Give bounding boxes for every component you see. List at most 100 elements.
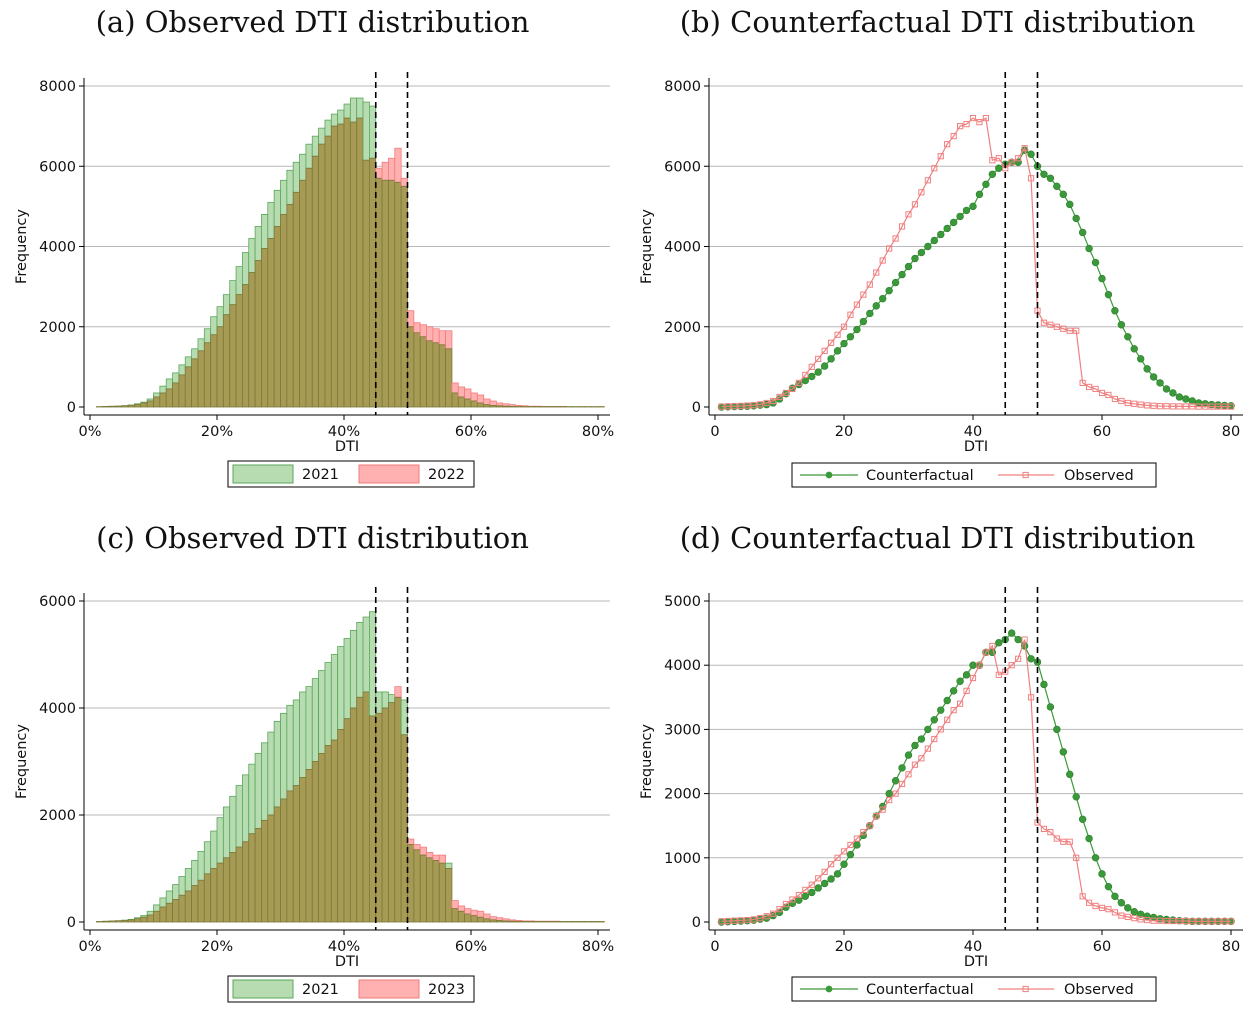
point-observed bbox=[744, 402, 751, 409]
bar-2023-excess bbox=[394, 686, 402, 698]
point-observed bbox=[1027, 694, 1035, 701]
point-observed bbox=[795, 891, 802, 899]
bar-overlap bbox=[286, 790, 294, 923]
bar-2023-excess bbox=[451, 900, 459, 910]
point-observed bbox=[1086, 899, 1093, 906]
point-observed bbox=[828, 339, 835, 346]
bar-2022-excess bbox=[476, 394, 485, 404]
bar-overlap bbox=[184, 366, 192, 408]
point-counterfactual bbox=[962, 206, 971, 215]
point-observed bbox=[1169, 917, 1177, 925]
point-observed bbox=[1189, 918, 1196, 925]
bar-overlap bbox=[127, 919, 135, 923]
bar-overlap bbox=[235, 294, 243, 408]
point-observed bbox=[1202, 918, 1209, 925]
bar-overlap bbox=[330, 739, 339, 923]
series-line-observed bbox=[721, 117, 1231, 408]
point-counterfactual bbox=[1091, 258, 1100, 267]
bar-2021-excess bbox=[356, 622, 364, 698]
bar-overlap bbox=[146, 400, 154, 408]
legend-marker-observed bbox=[1022, 985, 1029, 993]
legend-swatch-2021 bbox=[232, 979, 294, 999]
point-counterfactual bbox=[956, 212, 964, 221]
point-counterfactual bbox=[1091, 854, 1100, 862]
point-counterfactual bbox=[1111, 892, 1119, 901]
bar-2021-excess bbox=[254, 753, 262, 829]
bar-overlap bbox=[470, 915, 478, 923]
bar-overlap bbox=[502, 405, 510, 408]
bar-overlap bbox=[495, 919, 504, 923]
bar-2022-excess bbox=[470, 392, 478, 402]
point-observed bbox=[1156, 403, 1164, 410]
point-counterfactual bbox=[827, 355, 835, 363]
bar-2022-excess bbox=[426, 326, 434, 342]
legend-marker-observed bbox=[1022, 471, 1029, 479]
point-observed bbox=[1098, 904, 1106, 911]
bar-2021-excess bbox=[165, 378, 173, 390]
bar-2021-excess bbox=[216, 817, 224, 864]
legend-label-2023: 2023 bbox=[428, 982, 465, 998]
bar-overlap bbox=[388, 179, 396, 408]
point-observed bbox=[1208, 403, 1215, 410]
point-observed bbox=[905, 771, 912, 778]
point-observed bbox=[1086, 383, 1093, 391]
point-observed bbox=[840, 848, 848, 855]
legend-swatch-2023 bbox=[358, 979, 420, 999]
point-counterfactual bbox=[1040, 680, 1048, 689]
point-observed bbox=[976, 662, 983, 669]
bar-2021-excess bbox=[273, 189, 281, 227]
point-counterfactual bbox=[969, 661, 977, 669]
bar-overlap bbox=[292, 191, 300, 408]
bar-2021-excess bbox=[159, 897, 167, 908]
bar-overlap bbox=[216, 862, 224, 923]
point-counterfactual bbox=[827, 875, 835, 883]
bar-2021-excess bbox=[381, 691, 389, 709]
bar-overlap bbox=[527, 921, 535, 923]
point-observed bbox=[1144, 402, 1151, 409]
y-tick-label: 4000 bbox=[664, 658, 701, 674]
x-tick-label: 80% bbox=[582, 424, 614, 440]
bar-overlap bbox=[534, 921, 542, 923]
bar-overlap bbox=[349, 707, 358, 923]
point-observed bbox=[1098, 389, 1106, 397]
bar-overlap bbox=[222, 314, 231, 408]
bar-overlap bbox=[457, 396, 466, 408]
point-observed bbox=[815, 875, 822, 882]
bar-2021-excess bbox=[248, 763, 256, 835]
point-observed bbox=[1208, 918, 1215, 925]
point-counterfactual bbox=[1111, 307, 1119, 315]
point-counterfactual bbox=[1143, 365, 1151, 373]
bar-overlap bbox=[362, 691, 370, 923]
bar-overlap bbox=[368, 715, 377, 923]
panel-c-title: (c) Observed DTI distribution bbox=[96, 521, 529, 555]
bar-overlap bbox=[299, 777, 307, 923]
bar-2021-excess bbox=[191, 860, 199, 887]
point-observed bbox=[737, 402, 744, 410]
x-tick-label: 60% bbox=[455, 424, 487, 440]
point-counterfactual bbox=[911, 254, 919, 263]
bar-2022-excess bbox=[445, 330, 453, 350]
bar-2021-excess bbox=[343, 103, 351, 119]
point-observed bbox=[769, 910, 777, 917]
y-tick-label: 3000 bbox=[664, 722, 701, 738]
x-tick-label: 20% bbox=[201, 939, 233, 955]
point-counterfactual bbox=[924, 725, 932, 734]
point-observed bbox=[982, 649, 989, 656]
point-counterfactual bbox=[885, 286, 893, 295]
bar-overlap bbox=[426, 857, 434, 923]
point-observed bbox=[1021, 145, 1028, 152]
bar-overlap bbox=[102, 405, 110, 408]
bar-2021-excess bbox=[241, 252, 250, 286]
bar-overlap bbox=[515, 921, 523, 923]
point-counterfactual bbox=[1130, 908, 1138, 916]
y-tick-label: 6000 bbox=[39, 594, 76, 610]
point-counterfactual bbox=[988, 170, 997, 178]
x-tick-label: 20% bbox=[201, 424, 233, 440]
bar-2021-excess bbox=[254, 226, 262, 261]
bar-overlap bbox=[229, 852, 237, 923]
point-counterfactual bbox=[937, 706, 945, 714]
point-counterfactual bbox=[1104, 290, 1113, 299]
x-tick-label: 40% bbox=[328, 939, 360, 955]
bar-overlap bbox=[127, 404, 135, 408]
point-observed bbox=[1053, 835, 1060, 842]
